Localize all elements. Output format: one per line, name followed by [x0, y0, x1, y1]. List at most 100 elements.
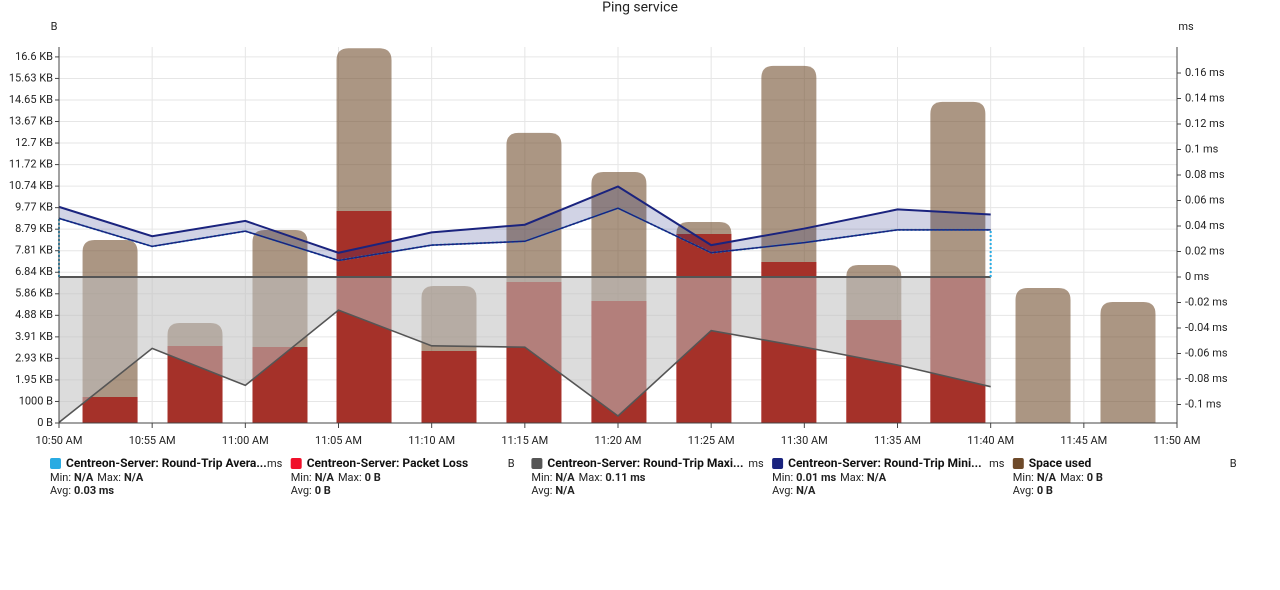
- stat-label: Avg:: [531, 484, 552, 497]
- stat-label: Avg:: [291, 484, 312, 497]
- x-tick-label: 11:45 AM: [1060, 434, 1107, 447]
- y-tick-label: 1000 B: [19, 394, 53, 407]
- stat-value: 0.01 ms: [796, 471, 836, 484]
- legend-unit: B: [1230, 457, 1237, 470]
- stat-label: Min:: [1013, 471, 1034, 484]
- legend-label: Space used: [1029, 456, 1092, 470]
- y-tick-label: 4.88 KB: [15, 308, 53, 321]
- stat-value: 0 B: [365, 471, 381, 484]
- stat-label: Avg:: [50, 484, 71, 497]
- y2-tick-label: -0.04 ms: [1185, 321, 1228, 334]
- y2-tick-label: 0.1 ms: [1185, 142, 1219, 155]
- legend-stats: Avg: N/A: [531, 484, 575, 497]
- y-tick-label: 16.6 KB: [15, 50, 53, 63]
- y-tick-label: 14.65 KB: [9, 93, 53, 106]
- band-fill: [59, 186, 991, 261]
- legend-label: Centreon-Server: Packet Loss: [307, 456, 468, 470]
- x-tick-label: 11:05 AM: [315, 434, 362, 447]
- stat-label: Avg:: [1013, 484, 1034, 497]
- bar: [1015, 287, 1071, 423]
- y-tick-label: 5.86 KB: [15, 287, 53, 300]
- x-tick-label: 11:00 AM: [222, 434, 269, 447]
- legend-stats: Avg: 0 B: [291, 484, 331, 497]
- line: [58, 185, 991, 254]
- legend-swatch: [50, 458, 61, 469]
- legend-label: Centreon-Server: Round-Trip Maxi...: [547, 456, 743, 470]
- y2-tick-label: 0.02 ms: [1185, 244, 1225, 257]
- stat-label: Max:: [338, 471, 362, 484]
- legend-stats: Min: N/A Max: N/A: [50, 471, 144, 484]
- legend-unit: ms: [989, 457, 1005, 470]
- stat-value: 0 B: [1037, 484, 1053, 497]
- legend-swatch: [531, 458, 543, 469]
- stat-value: N/A: [867, 471, 887, 484]
- legend-stats: Min: N/A Max: 0 B: [1013, 471, 1103, 484]
- x-tick-label: 11:15 AM: [501, 434, 548, 447]
- legend-unit: B: [508, 457, 515, 470]
- x-tick-label: 11:35 AM: [874, 434, 921, 447]
- stat-label: Max:: [840, 471, 864, 484]
- legend-stats: Min: N/A Max: 0 B: [291, 471, 381, 484]
- line: [58, 309, 991, 423]
- y2-tick-label: -0.06 ms: [1185, 346, 1228, 359]
- y-tick-label: 12.7 KB: [15, 136, 53, 149]
- stat-label: Min:: [291, 471, 312, 484]
- y2-tick-label: 0.14 ms: [1185, 91, 1225, 104]
- x-tick-label: 11:30 AM: [781, 434, 828, 447]
- y2-tick-label: 0 ms: [1185, 270, 1210, 283]
- y-tick-label: 7.81 KB: [15, 244, 53, 257]
- y-tick-label: 15.63 KB: [9, 71, 53, 84]
- y-tick-label: 2.93 KB: [15, 351, 53, 364]
- y-tick-label: 1.95 KB: [15, 373, 53, 386]
- y2-tick-label: -0.02 ms: [1185, 295, 1228, 308]
- y-tick-label: 8.79 KB: [15, 222, 53, 235]
- stat-value: 0 B: [315, 484, 331, 497]
- stat-value: 0 B: [1087, 471, 1103, 484]
- x-tick-label: 10:50 AM: [36, 434, 83, 447]
- stat-label: Max:: [97, 471, 121, 484]
- legend: Centreon-Server: Round-Trip Avera... ms Mi…: [50, 456, 1237, 497]
- stat-value: N/A: [796, 484, 816, 497]
- x-tick-label: 11:10 AM: [408, 434, 455, 447]
- stat-label: Min:: [772, 471, 793, 484]
- legend-stats: Avg: 0 B: [1013, 484, 1053, 497]
- stat-value: N/A: [74, 471, 94, 484]
- y-tick-label: 11.72 KB: [9, 157, 53, 170]
- axes: 10:50 AM 10:55 AM 11:00 AM 11:05 AM 11:10 AM…: [9, 47, 1228, 447]
- y2-unit: ms: [1178, 20, 1194, 33]
- x-tick-label: 11:25 AM: [688, 434, 735, 447]
- y2-tick-label: 0.16 ms: [1185, 66, 1225, 79]
- stat-value: 0.11 ms: [605, 471, 645, 484]
- y2-tick-label: -0.1 ms: [1185, 397, 1222, 410]
- stat-label: Max:: [1060, 471, 1084, 484]
- y2-tick-label: 0.04 ms: [1185, 219, 1225, 232]
- bar: [1100, 301, 1156, 423]
- y-tick-label: 13.67 KB: [9, 114, 53, 127]
- y-tick-label: 10.74 KB: [9, 179, 53, 192]
- legend-swatch: [1012, 458, 1024, 469]
- x-tick-label: 10:55 AM: [129, 434, 176, 447]
- band-base: [58, 207, 991, 262]
- stat-label: Avg:: [772, 484, 793, 497]
- y-tick-label: 3.91 KB: [15, 330, 53, 343]
- legend-unit: ms: [748, 457, 764, 470]
- legend-label: Centreon-Server: Round-Trip Avera...: [66, 456, 267, 470]
- y2-tick-label: -0.08 ms: [1185, 372, 1228, 385]
- y-tick-label: 0 B: [37, 416, 53, 429]
- stat-label: Min:: [531, 471, 552, 484]
- area-fill: [59, 277, 991, 423]
- x-tick-label: 11:40 AM: [967, 434, 1014, 447]
- y2-tick-label: 0.06 ms: [1185, 193, 1225, 206]
- areas: [59, 186, 991, 423]
- y-tick-label: 9.77 KB: [15, 201, 53, 214]
- bar: [336, 48, 392, 424]
- stat-value: N/A: [555, 484, 575, 497]
- x-tick-label: 11:50 AM: [1154, 434, 1201, 447]
- stat-value: N/A: [555, 471, 575, 484]
- stat-label: Min:: [50, 471, 71, 484]
- stat-value: N/A: [1037, 471, 1057, 484]
- chart-title: Ping service: [602, 0, 678, 16]
- y-tick-label: 6.84 KB: [15, 265, 53, 278]
- y-unit: B: [51, 20, 58, 33]
